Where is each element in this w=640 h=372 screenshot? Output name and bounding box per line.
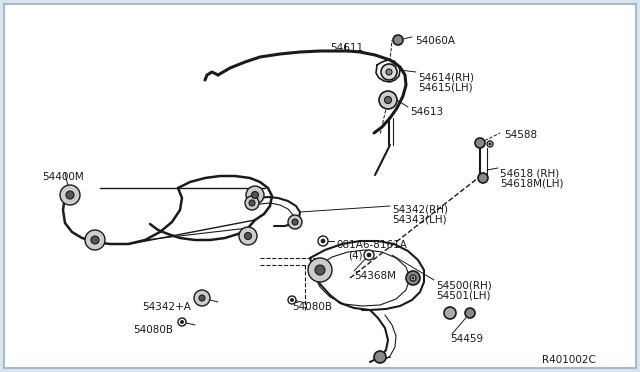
Circle shape: [91, 236, 99, 244]
Circle shape: [379, 91, 397, 109]
Circle shape: [239, 227, 257, 245]
Circle shape: [194, 290, 210, 306]
Circle shape: [465, 308, 475, 318]
Circle shape: [249, 200, 255, 206]
Text: 54060A: 54060A: [415, 36, 455, 46]
Text: 54613: 54613: [410, 107, 443, 117]
Text: 54618 (RH): 54618 (RH): [500, 168, 559, 178]
FancyBboxPatch shape: [4, 4, 636, 368]
Text: R401002C: R401002C: [542, 355, 596, 365]
Circle shape: [315, 265, 325, 275]
Circle shape: [291, 298, 294, 302]
Circle shape: [318, 236, 328, 246]
Text: 54368M: 54368M: [354, 271, 396, 281]
Circle shape: [178, 318, 186, 326]
Text: 54618M(LH): 54618M(LH): [500, 178, 563, 188]
Circle shape: [478, 173, 488, 183]
Text: 54080B: 54080B: [292, 302, 332, 312]
Circle shape: [252, 192, 259, 199]
Text: 54342(RH): 54342(RH): [392, 205, 448, 215]
Circle shape: [487, 141, 493, 147]
Text: 54588: 54588: [504, 130, 537, 140]
Circle shape: [475, 138, 485, 148]
Circle shape: [364, 250, 374, 260]
Text: 54501(LH): 54501(LH): [436, 290, 490, 300]
Text: (4): (4): [348, 251, 363, 261]
Circle shape: [246, 186, 264, 204]
Circle shape: [288, 215, 302, 229]
Circle shape: [386, 69, 392, 75]
Text: 54615(LH): 54615(LH): [418, 82, 472, 92]
Circle shape: [292, 219, 298, 225]
Text: 54080B: 54080B: [133, 325, 173, 335]
Circle shape: [374, 351, 386, 363]
Circle shape: [66, 191, 74, 199]
Text: 54611: 54611: [330, 43, 363, 53]
Circle shape: [288, 296, 296, 304]
Text: 54400M: 54400M: [42, 172, 84, 182]
Circle shape: [410, 275, 416, 281]
Circle shape: [367, 253, 371, 257]
Text: 54459: 54459: [450, 334, 483, 344]
Circle shape: [199, 295, 205, 301]
Circle shape: [308, 258, 332, 282]
Text: 54343(LH): 54343(LH): [392, 215, 447, 225]
Circle shape: [245, 196, 259, 210]
Circle shape: [412, 277, 414, 279]
Circle shape: [85, 230, 105, 250]
Circle shape: [393, 35, 403, 45]
Text: 54614(RH): 54614(RH): [418, 72, 474, 82]
Circle shape: [60, 185, 80, 205]
Circle shape: [406, 271, 420, 285]
Circle shape: [321, 239, 325, 243]
Circle shape: [244, 232, 252, 240]
Circle shape: [180, 320, 184, 324]
Text: 54342+A: 54342+A: [142, 302, 191, 312]
Text: 081A6-8161A: 081A6-8161A: [336, 240, 407, 250]
Text: 54500(RH): 54500(RH): [436, 280, 492, 290]
Circle shape: [489, 143, 492, 145]
Circle shape: [444, 307, 456, 319]
Circle shape: [381, 64, 397, 80]
Circle shape: [385, 96, 392, 103]
